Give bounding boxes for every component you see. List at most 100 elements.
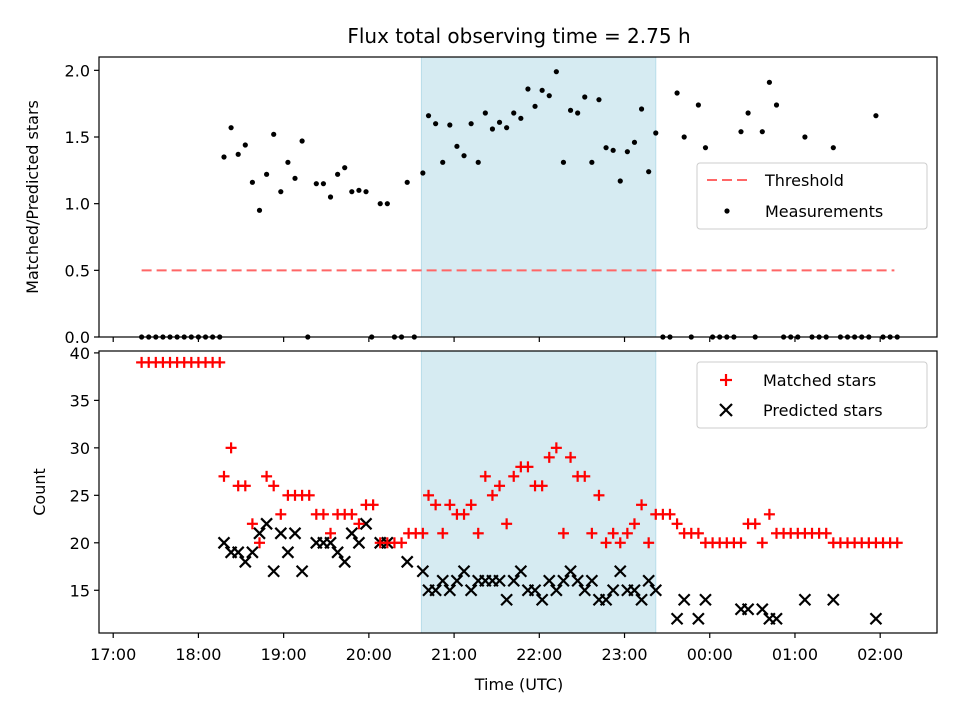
predicted-point [699, 593, 712, 607]
predicted-point [267, 565, 280, 578]
measurement-point [242, 142, 248, 148]
predicted-point [493, 574, 506, 588]
measurement-point [617, 178, 623, 184]
matched-point [664, 508, 676, 520]
matched-point [275, 508, 287, 520]
matched-point [472, 527, 484, 539]
predicted-point [281, 546, 295, 559]
measurement-point [575, 110, 581, 116]
measurement-point [320, 181, 327, 187]
bottom-y-tick-label: 30 [70, 439, 90, 458]
measurement-point [356, 187, 362, 193]
measurement-point [271, 131, 277, 137]
measurement-point [589, 159, 595, 165]
matched-point [614, 537, 626, 549]
predicted-point [798, 593, 812, 607]
bottom-axes-frame [98, 350, 938, 634]
predicted-point [217, 536, 231, 550]
matched-point [396, 537, 408, 549]
matched-point [763, 508, 775, 520]
measurement-point [646, 169, 652, 175]
top-legend-box [696, 162, 928, 230]
predicted-point [436, 574, 449, 588]
matched-point [325, 527, 337, 539]
measurement-point [299, 138, 305, 144]
predicted-point [869, 612, 883, 626]
predicted-point [239, 555, 252, 569]
bottom-x-tick-label: 00:00 [687, 645, 733, 664]
measurement-point [624, 149, 630, 155]
predicted-point [416, 565, 430, 578]
predicted-point [345, 527, 359, 540]
measurement-point [596, 97, 602, 103]
matched-point [346, 508, 358, 520]
predicted-points [217, 517, 883, 626]
measurement-point [482, 110, 488, 116]
bottom-y-tick-label: 40 [70, 344, 90, 363]
measurement-point [425, 113, 432, 119]
bottom-x-tick-label: 19:00 [261, 645, 307, 664]
matched-point [430, 499, 442, 511]
top-y-tick-label: 2.0 [65, 61, 90, 80]
matched-point [465, 499, 477, 511]
measurement-point [420, 170, 426, 176]
measurement-point [447, 122, 453, 128]
bottom-legend-box [696, 361, 928, 429]
predicted-point [514, 565, 528, 578]
measurement-point [342, 165, 348, 171]
top-y-tick-label: 1.0 [65, 195, 90, 214]
measurement-point [496, 119, 503, 125]
matched-point [565, 451, 577, 463]
predicted-point [246, 546, 259, 559]
measurement-point [377, 201, 383, 207]
measurement-point [582, 94, 588, 100]
predicted-point [457, 565, 471, 578]
predicted-point [770, 612, 783, 626]
predicted-point [557, 574, 570, 588]
matched-point [891, 537, 903, 549]
top-axes-frame [98, 56, 938, 338]
measurement-point [830, 145, 836, 151]
measurement-point [532, 103, 538, 109]
predicted-point [670, 612, 684, 626]
matched-point [543, 451, 555, 463]
predicted-point [338, 555, 351, 569]
predicted-point [564, 565, 577, 578]
predicted-point [578, 583, 592, 597]
measurements-legend-label: Measurements [765, 202, 883, 221]
top-shaded-interval [420, 56, 657, 338]
predicted-point [324, 536, 337, 550]
bottom-legend: Matched stars Predicted stars [696, 361, 928, 429]
matched-point [253, 537, 265, 549]
predicted-legend-swatch [719, 403, 733, 417]
predicted-point [288, 527, 302, 540]
matched-point [550, 442, 562, 454]
measurement-point [631, 139, 638, 145]
matched-point [593, 489, 605, 501]
measurement-point [468, 121, 474, 127]
measurement-point [553, 69, 559, 75]
matched-legend-swatch [720, 374, 732, 386]
measurement-point [440, 159, 446, 165]
bottom-panel: 15 20 25 30 35 40 17:00 18:00 19:00 20:00 21:00 22… [30, 344, 938, 694]
measurement-point [567, 107, 574, 113]
measurement-point [292, 175, 298, 181]
bottom-y-tick-label: 15 [70, 581, 90, 600]
measurement-point [349, 189, 355, 195]
measurement-point [221, 154, 227, 160]
measurement-point [759, 129, 765, 135]
predicted-point [692, 612, 705, 626]
matched-point [522, 461, 534, 473]
measurement-point [489, 126, 496, 132]
bottom-x-tick-label: 01:00 [772, 645, 818, 664]
predicted-point [400, 555, 414, 569]
bottom-y-tick-label: 35 [70, 391, 90, 410]
measurement-point [702, 145, 709, 151]
matched-point [600, 537, 612, 549]
measurement-point [653, 130, 659, 136]
matched-point [636, 499, 648, 511]
predicted-point [443, 583, 457, 597]
measurement-point [802, 134, 808, 140]
predicted-point [635, 593, 648, 607]
bottom-x-tick-label: 21:00 [431, 645, 477, 664]
